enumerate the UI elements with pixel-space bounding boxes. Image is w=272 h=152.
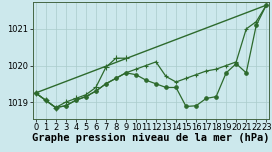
X-axis label: Graphe pression niveau de la mer (hPa): Graphe pression niveau de la mer (hPa) xyxy=(32,133,270,143)
